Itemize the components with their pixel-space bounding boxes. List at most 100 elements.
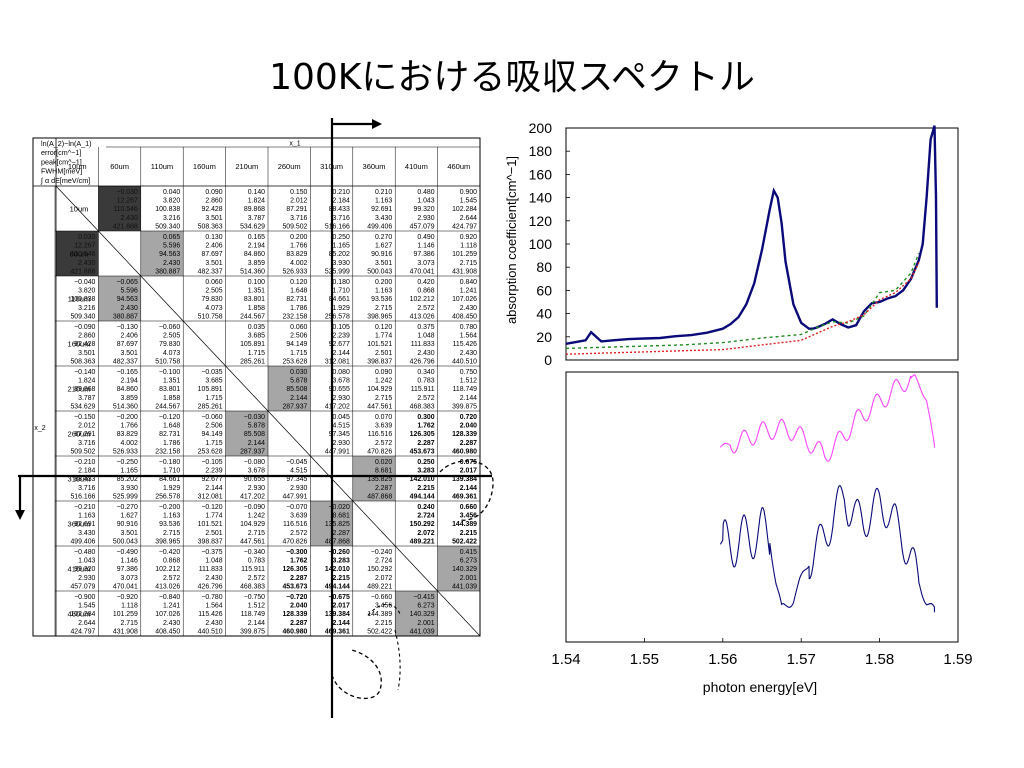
cell-value: 85.202 (117, 476, 138, 483)
cell-value: 487.868 (325, 538, 350, 545)
cell-value: 2.144 (333, 350, 350, 357)
column-header: 60um (110, 162, 129, 171)
cell-value: 2.430 (417, 350, 434, 357)
cell-value: 2.144 (248, 440, 265, 447)
cell-value: 115.911 (241, 566, 265, 573)
cell-value: 2.072 (375, 575, 392, 582)
cell-value: 90.655 (244, 476, 265, 483)
cell-value: 90.655 (329, 386, 350, 393)
cell-value: 101.521 (367, 341, 392, 348)
cell-value: 1.165 (121, 468, 138, 475)
cell-value: 509.340 (155, 223, 180, 230)
cell-value: 128.339 (452, 431, 477, 438)
y-axis-label: absorption coefficient[cm^−1] (504, 156, 519, 324)
cell-value: 1.715 (290, 350, 307, 357)
cell-value: 3.216 (78, 305, 95, 312)
row-header: 310um (68, 475, 91, 484)
cell-value: 1.627 (121, 513, 138, 520)
cell-value: −0.120 (201, 504, 222, 511)
cell-value: 2.572 (417, 395, 434, 402)
cell-value: 514.360 (240, 268, 265, 275)
cell-value: 447.991 (282, 493, 307, 500)
cell-value: −0.020 (329, 504, 350, 511)
cell-value: 2.430 (163, 620, 180, 627)
cell-value: −0.480 (74, 549, 95, 556)
cell-value: 0.750 (460, 369, 477, 376)
cell-value: 287.937 (240, 448, 265, 455)
cell-value: 1.163 (78, 513, 95, 520)
column-header: 10um (68, 162, 87, 171)
row-header: 460um (68, 610, 91, 619)
cell-value: −0.780 (201, 594, 222, 601)
highlighted-cell (98, 186, 141, 231)
cell-value: 470.826 (367, 448, 392, 455)
y-tick-label: 60 (536, 282, 552, 298)
cell-value: 2.239 (205, 468, 222, 475)
row-header: 10um (70, 205, 89, 214)
corner-header-line: ∫ α dE[meV/cm] (40, 176, 90, 185)
cell-value: 110.546 (71, 251, 96, 258)
cell-value: 0.150 (290, 189, 307, 196)
cell-value: 101.521 (198, 521, 223, 528)
cell-value: 150.292 (410, 521, 435, 528)
cell-value: −0.080 (244, 459, 265, 466)
cell-value: 110.546 (113, 206, 138, 213)
cell-value: −0.300 (286, 549, 307, 556)
cell-value: 0.060 (290, 324, 307, 331)
highlighted-cell (140, 231, 184, 276)
cell-value: 0.783 (248, 558, 265, 565)
cell-value: 3.639 (375, 423, 392, 430)
cell-value: 101.259 (113, 611, 138, 618)
diagonal-cell (98, 230, 142, 277)
cell-value: 0.030 (290, 369, 307, 376)
cell-value: 421.888 (113, 223, 138, 230)
cell-value: 0.375 (417, 324, 434, 331)
cell-value: 2.287 (290, 620, 307, 627)
cell-value: 2.505 (163, 333, 180, 340)
cell-value: 2.287 (375, 485, 392, 492)
y-tick-label: 0 (544, 352, 552, 368)
cell-value: 380.887 (155, 268, 180, 275)
cell-value: 0.783 (417, 378, 434, 385)
cell-value: 1.858 (163, 395, 180, 402)
cell-value: 0.090 (205, 189, 222, 196)
cell-value: 2.724 (375, 558, 392, 565)
cell-value: 424.797 (70, 628, 95, 635)
cell-value: 2.930 (290, 485, 307, 492)
cell-value: 116.516 (283, 521, 308, 528)
cell-value: 0.100 (248, 279, 265, 286)
cell-value: 0.250 (417, 459, 434, 466)
cell-value: 3.501 (205, 260, 222, 267)
cell-value: 83.801 (244, 296, 265, 303)
bottom-plot-frame (565, 371, 959, 643)
row-header: 60um (70, 250, 89, 259)
cell-value: 2.072 (417, 530, 434, 537)
x-tick-label: 1.57 (787, 651, 816, 668)
cell-value: 5.596 (163, 243, 180, 250)
cell-value: 1.118 (121, 603, 138, 610)
cell-value: 102.212 (410, 296, 435, 303)
cell-value: 2.860 (78, 333, 95, 340)
top-series-solid (565, 125, 938, 345)
cell-value: 2.012 (78, 423, 95, 430)
cell-value: 2.715 (163, 530, 180, 537)
cell-value: 510.758 (155, 358, 180, 365)
cell-value: 447.561 (240, 538, 265, 545)
cell-value: 0.300 (417, 414, 434, 421)
cell-value: 514.360 (113, 403, 138, 410)
cell-value: 3.859 (248, 260, 265, 267)
cell-value: 139.384 (325, 611, 350, 618)
cell-value: 1.786 (290, 305, 307, 312)
cell-value: 526.933 (282, 268, 307, 275)
cell-value: 3.430 (78, 530, 95, 537)
cell-value: 84.860 (244, 251, 265, 258)
cell-value: 4.515 (333, 423, 350, 430)
cell-value: 469.361 (325, 628, 350, 635)
cell-value: −0.130 (117, 324, 138, 331)
cell-value: 3.501 (78, 350, 95, 357)
cell-value: 3.716 (290, 215, 307, 222)
cell-value: 0.200 (375, 279, 392, 286)
cell-value: 287.937 (282, 403, 307, 410)
table-border (32, 137, 481, 637)
